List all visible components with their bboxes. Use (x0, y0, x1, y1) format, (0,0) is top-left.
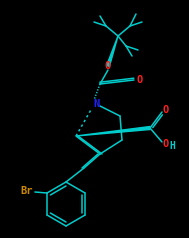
Text: O: O (163, 139, 169, 149)
Text: H: H (169, 141, 175, 151)
Text: Br: Br (21, 186, 33, 196)
Polygon shape (107, 36, 118, 66)
Polygon shape (76, 127, 150, 136)
Text: O: O (137, 75, 143, 85)
Text: O: O (163, 105, 169, 115)
Text: N: N (93, 99, 99, 109)
Text: O: O (105, 61, 111, 71)
